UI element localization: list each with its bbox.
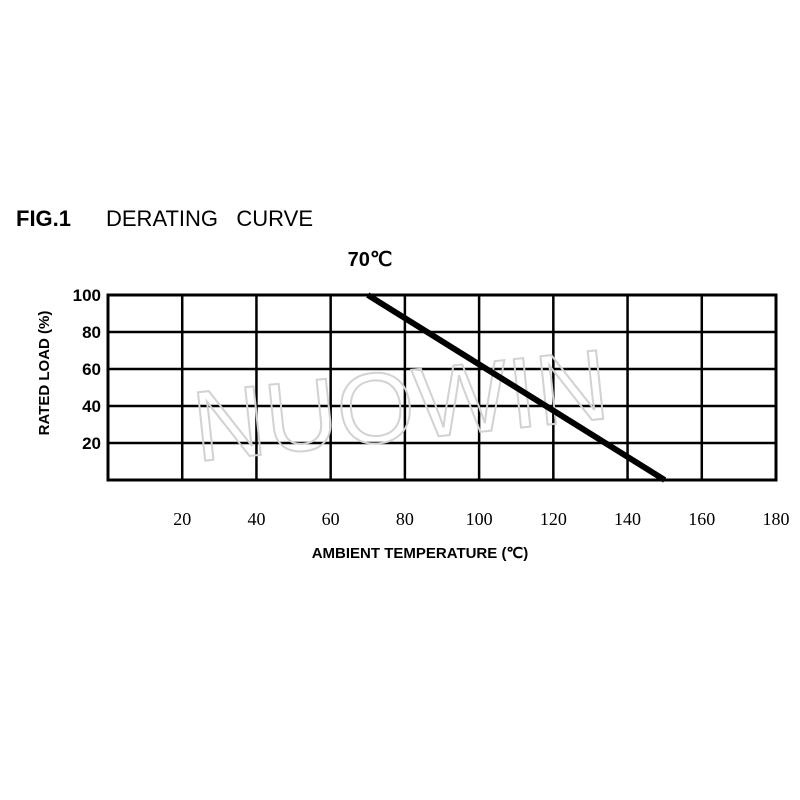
x-tick-20: 20 (173, 509, 191, 529)
x-tick-labels: 20 40 60 80 100 120 140 160 180 (173, 509, 789, 529)
x-tick-80: 80 (396, 509, 414, 529)
x-tick-120: 120 (540, 509, 567, 529)
x-tick-40: 40 (247, 509, 265, 529)
chart-title: DERATING CURVE (106, 206, 313, 231)
x-tick-60: 60 (322, 509, 340, 529)
x-tick-160: 160 (688, 509, 715, 529)
y-axis-label: RATED LOAD (%) (36, 311, 53, 436)
figure-label: FIG.1 (16, 206, 71, 231)
derating-line (366, 292, 667, 483)
y-tick-labels: 20 40 60 80 100 (73, 286, 101, 453)
y-tick-20: 20 (82, 434, 101, 453)
chart-grid (108, 295, 776, 480)
x-tick-140: 140 (614, 509, 641, 529)
x-axis-label: AMBIENT TEMPERATURE (℃) (312, 545, 529, 562)
annotation-70c: 70℃ (348, 249, 393, 271)
y-tick-80: 80 (82, 323, 101, 342)
x-tick-180: 180 (763, 509, 790, 529)
x-tick-100: 100 (466, 509, 493, 529)
y-tick-40: 40 (82, 397, 101, 416)
y-tick-60: 60 (82, 360, 101, 379)
series-group (366, 292, 667, 483)
plot-frame (106, 293, 778, 482)
y-tick-100: 100 (73, 286, 101, 305)
plot-border (106, 293, 778, 482)
